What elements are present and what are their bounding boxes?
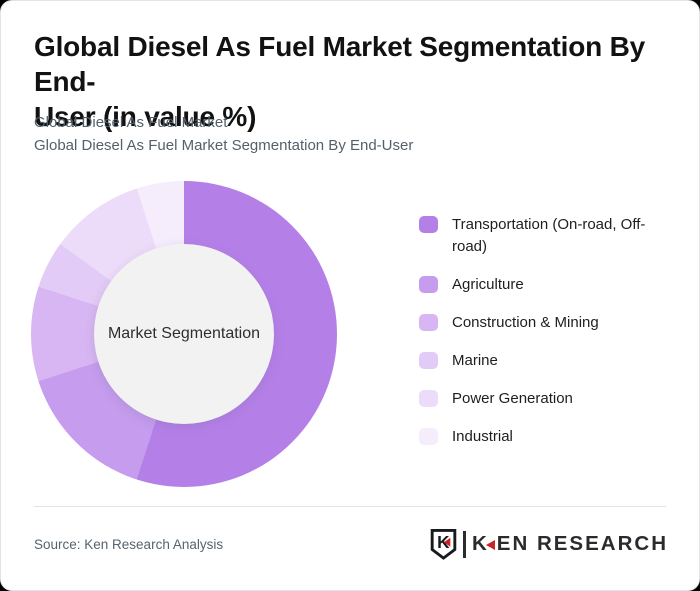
donut-center-label: Market Segmentation: [107, 325, 261, 342]
donut-chart: Market Segmentation: [31, 181, 337, 487]
page-title-line1: Global Diesel As Fuel Market Segmentatio…: [34, 31, 645, 97]
legend-item: Transportation (On-road, Off-road): [419, 214, 677, 258]
legend-swatch: [419, 314, 438, 331]
legend-swatch: [419, 216, 438, 233]
legend-label: Agriculture: [452, 276, 524, 293]
legend-label: Industrial: [452, 428, 513, 445]
chart-subtitle: Global Diesel As Fuel Market Global Dies…: [34, 111, 634, 157]
legend-item: Agriculture: [419, 274, 677, 296]
legend-item: Power Generation: [419, 388, 677, 410]
subtitle-line2: Global Diesel As Fuel Market Segmentatio…: [34, 137, 414, 154]
legend-label: Transportation (On-road, Off-road): [452, 216, 646, 255]
page-title: Global Diesel As Fuel Market Segmentatio…: [34, 29, 674, 134]
logo-red-triangle-icon: [485, 540, 495, 550]
legend-item: Construction & Mining: [419, 312, 677, 334]
chart-legend: Transportation (On-road, Off-road) Agricu…: [419, 214, 677, 464]
legend-swatch: [419, 352, 438, 369]
donut-center: Market Segmentation: [94, 244, 274, 424]
page-title-line2: User (in value %): [34, 101, 257, 132]
logo-separator: [462, 530, 466, 558]
ken-research-emblem-icon: K: [430, 528, 457, 560]
legend-item: Industrial: [419, 426, 677, 448]
subtitle-line1: Global Diesel As Fuel Market: [34, 114, 228, 131]
legend-swatch: [419, 276, 438, 293]
legend-label: Construction & Mining: [452, 314, 599, 331]
logo-wordmark: K EN RESEARCH: [472, 532, 668, 556]
legend-swatch: [419, 428, 438, 445]
legend-label: Marine: [452, 352, 498, 369]
logo-wordmark-k: K: [471, 532, 489, 555]
svg-text:K: K: [437, 532, 450, 552]
source-text: Source: Ken Research Analysis: [34, 537, 224, 552]
legend-item: Marine: [419, 350, 677, 372]
logo-wordmark-rest: EN RESEARCH: [496, 532, 668, 555]
ken-research-logo: K K EN RESEARCH: [429, 527, 668, 561]
legend-label: Power Generation: [452, 390, 573, 407]
footer-divider: [34, 506, 666, 507]
legend-swatch: [419, 390, 438, 407]
